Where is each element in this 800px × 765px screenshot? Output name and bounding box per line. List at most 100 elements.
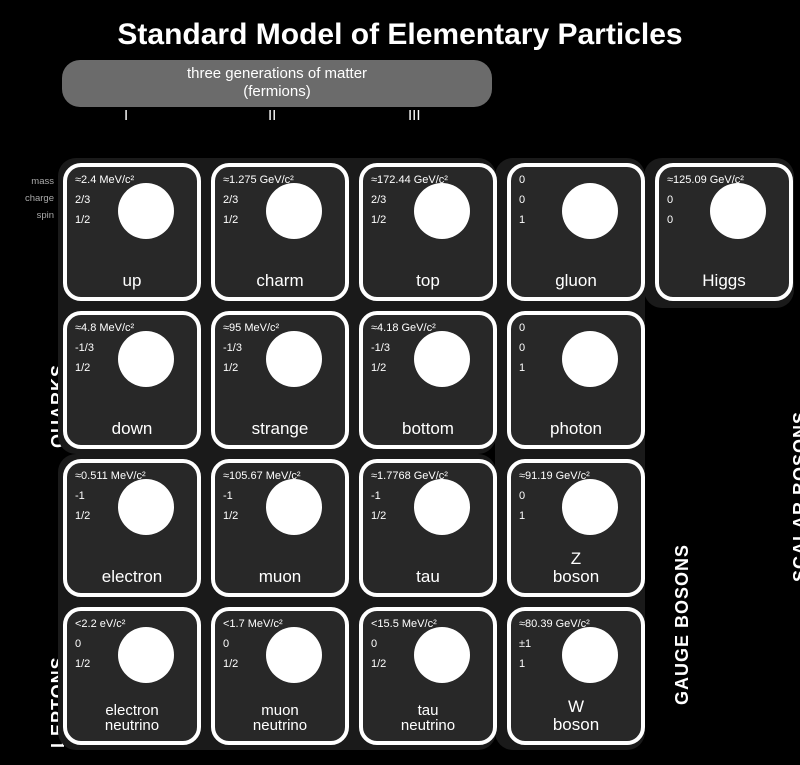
mass-label: mass [2,173,54,190]
particle-spin: 1/2 [223,214,238,226]
particle-symbol-circle [414,183,470,239]
particle-symbol-circle [266,479,322,535]
particle-spin: 1/2 [371,362,386,374]
page-title: Standard Model of Elementary Particles [0,0,800,60]
particle-mass: 0 [519,174,525,186]
particle-symbol-circle [710,183,766,239]
particle-spin: 1/2 [75,658,90,670]
particle-name: up [67,272,197,290]
particle-name: electron [67,568,197,586]
particle-name: electronneutrino [67,703,197,735]
particle-charge: -1/3 [75,342,94,354]
particle-charge: -1/3 [371,342,390,354]
section-label-gauge: GAUGE BOSONS [672,544,693,705]
particle-spin: 0 [667,214,673,226]
particle-name: charm [215,272,345,290]
particle-symbol-circle [414,479,470,535]
particle-symbol-circle [414,331,470,387]
generation-labels: I II III [0,107,800,129]
particle-mass: ≈4.18 GeV/c² [371,322,436,334]
property-labels: mass charge spin [2,173,54,224]
charge-label: charge [2,190,54,207]
particle-name: tau [363,568,493,586]
particle-mass: ≈4.8 MeV/c² [75,322,134,334]
particle-spin: 1/2 [371,658,386,670]
particle-symbol-circle [118,331,174,387]
particle-charge: 0 [667,194,673,206]
particle-name: gluon [511,272,641,290]
particle-name: Zboson [511,550,641,586]
fermion-banner-line2: (fermions) [62,83,492,101]
particle-name: strange [215,420,345,438]
particle-name: muon [215,568,345,586]
particle-spin: 1/2 [223,658,238,670]
particle-mass: 0 [519,322,525,334]
generation-3-label: III [408,107,421,124]
particle-charge: -1/3 [223,342,242,354]
particle-charge: 0 [519,194,525,206]
particle-bottom: ≈4.18 GeV/c² -1/3 1/2 bottom [359,311,497,449]
particle-charge: ±1 [519,638,531,650]
particle-charge: 0 [519,490,525,502]
particle-mass: ≈2.4 MeV/c² [75,174,134,186]
particle-charge: 2/3 [371,194,386,206]
particle-name: bottom [363,420,493,438]
particle-spin: 1/2 [223,362,238,374]
particle-name: photon [511,420,641,438]
particle-charge: -1 [75,490,85,502]
particle-charm: ≈1.275 GeV/c²2/31/2charm [211,163,349,301]
particle-photon: 0 0 1 photon [507,311,645,449]
particle-name: down [67,420,197,438]
particle-symbol-circle [266,331,322,387]
particle-strange: ≈95 MeV/c² -1/3 1/2 strange [211,311,349,449]
particle-symbol-circle [266,183,322,239]
particle-charge: -1 [223,490,233,502]
particle-spin: 1/2 [75,362,90,374]
particle-charge: 0 [371,638,377,650]
spin-label: spin [2,207,54,224]
particle-name: top [363,272,493,290]
particle-w: ≈80.39 GeV/c²±11Wboson [507,607,645,745]
particle-name: Wboson [511,698,641,734]
particle-up: ≈2.4 MeV/c² 2/3 1/2 up [63,163,201,301]
particle-z: ≈91.19 GeV/c²01Zboson [507,459,645,597]
particle-electron: ≈0.511 MeV/c²-11/2electron [63,459,201,597]
particle-spin: 1 [519,510,525,522]
particle-charge: 2/3 [75,194,90,206]
fermion-banner: three generations of matter (fermions) [62,60,492,107]
particle-tau: ≈1.7768 GeV/c²-11/2tau [359,459,497,597]
section-label-scalar: SCALAR BOSONS [790,411,800,582]
particle-symbol-circle [118,627,174,683]
particle-e_nu: <2.2 eV/c² 0 1/2 electronneutrino [63,607,201,745]
particle-charge: 0 [75,638,81,650]
particle-spin: 1 [519,362,525,374]
particle-charge: -1 [371,490,381,502]
particle-charge: 2/3 [223,194,238,206]
particle-symbol-circle [118,183,174,239]
particle-name: tauneutrino [363,703,493,735]
particle-name: Higgs [659,272,789,290]
particle-symbol-circle [562,479,618,535]
particle-down: ≈4.8 MeV/c² -1/3 1/2 down [63,311,201,449]
particle-mass: <2.2 eV/c² [75,618,125,630]
fermion-banner-line1: three generations of matter [62,65,492,83]
particle-charge: 0 [519,342,525,354]
particle-spin: 1/2 [371,214,386,226]
particle-mass: <15.5 MeV/c² [371,618,437,630]
particle-spin: 1/2 [75,214,90,226]
particle-muon: ≈105.67 MeV/c²-11/2muon [211,459,349,597]
particle-symbol-circle [414,627,470,683]
particle-name: muonneutrino [215,703,345,735]
particle-spin: 1/2 [223,510,238,522]
generation-2-label: II [268,107,276,124]
particle-spin: 1 [519,214,525,226]
particle-spin: 1/2 [75,510,90,522]
particle-mass: ≈95 MeV/c² [223,322,279,334]
particle-charge: 0 [223,638,229,650]
particle-symbol-circle [118,479,174,535]
generation-1-label: I [124,107,128,124]
particle-spin: 1 [519,658,525,670]
particle-mu_nu: <1.7 MeV/c²01/2muonneutrino [211,607,349,745]
particle-higgs: ≈125.09 GeV/c²00Higgs [655,163,793,301]
particle-top: ≈172.44 GeV/c²2/31/2top [359,163,497,301]
